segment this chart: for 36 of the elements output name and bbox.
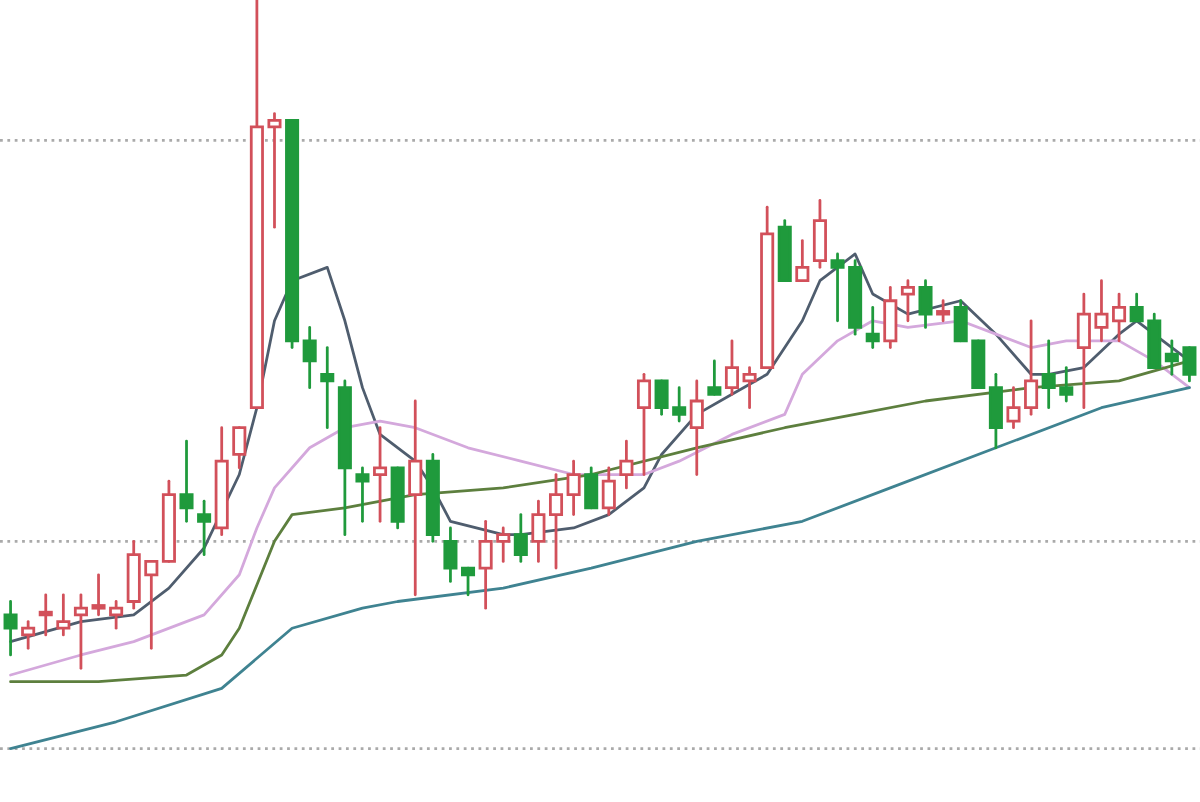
candlestick: [601, 466, 616, 517]
candlestick: [707, 359, 722, 396]
candlestick: [3, 600, 18, 657]
candlestick: [179, 439, 194, 523]
candlestick: [566, 459, 581, 517]
candlestick: [689, 379, 704, 476]
candlestick: [795, 239, 810, 283]
candlestick: [355, 466, 370, 523]
candlestick: [636, 372, 652, 476]
candlestick: [73, 593, 88, 670]
candlestick: [936, 299, 951, 323]
candlestick: [865, 306, 880, 349]
candlestick: [1112, 292, 1127, 343]
candlestick: [373, 426, 388, 523]
candlestick: [812, 199, 827, 269]
candlestick: [531, 499, 546, 563]
candlestick: [918, 279, 933, 329]
candlestick: [742, 366, 757, 410]
candlestick: [21, 620, 36, 650]
candlestick: [724, 339, 739, 396]
candlestick: [900, 279, 915, 323]
candlestick: [197, 499, 212, 557]
candlestick: [619, 439, 634, 490]
candlestick: [38, 593, 53, 637]
candlestick: [548, 473, 564, 570]
candlestick: [513, 513, 528, 563]
candlestick: [883, 285, 898, 349]
candlestick: [320, 346, 335, 430]
candlestick: [988, 372, 1003, 450]
candlestick: [443, 526, 458, 583]
candlestick: [584, 466, 599, 510]
candlestick: [232, 426, 247, 470]
candlestick: [56, 593, 71, 637]
candlestick: [408, 399, 423, 597]
candlestick: [461, 566, 476, 597]
candlestick: [302, 326, 317, 390]
